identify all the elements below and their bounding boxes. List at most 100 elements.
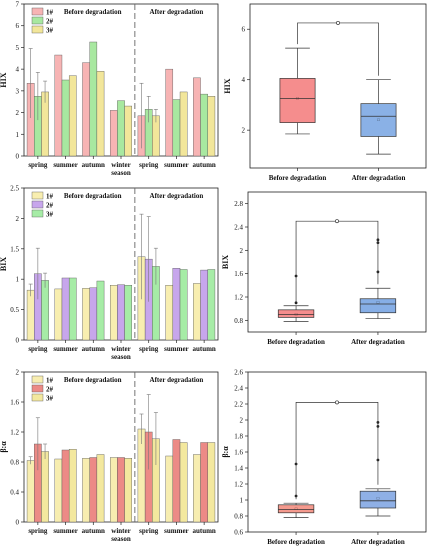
significance-bracket <box>297 22 379 76</box>
significance-marker <box>335 400 339 405</box>
bar <box>54 458 63 523</box>
x-tick-label: After degradation <box>351 538 405 546</box>
bar <box>200 442 208 523</box>
bar <box>96 71 105 157</box>
box-panel-f: 0.6 0.8 1 1.2 1.4 1.6 1.8 2 2.2 2.4 2.6 β:α □ Before … <box>221 369 427 546</box>
y-axis-label: HIX <box>223 78 232 93</box>
bar <box>117 284 125 341</box>
bar <box>41 280 49 341</box>
y-tick-label: 2 <box>16 215 20 223</box>
x-tick-label: autumn <box>82 527 105 535</box>
bar <box>89 41 98 157</box>
bar <box>207 269 216 341</box>
bar <box>54 288 63 341</box>
bar <box>26 460 35 523</box>
x-tick-label: winter <box>111 161 130 169</box>
plot-frame <box>247 371 427 533</box>
x-tick-label: autumn <box>82 345 105 353</box>
legend-swatch <box>31 191 44 200</box>
legend-label: 2# <box>46 202 54 210</box>
bar <box>117 100 125 157</box>
significance-bracket <box>295 402 379 500</box>
bar <box>109 110 118 157</box>
box <box>279 78 316 123</box>
x-tick-label: summer <box>53 161 78 169</box>
y-tick-label: 4 <box>242 76 246 84</box>
legend-swatch <box>31 375 44 384</box>
y-tick-label: 0.4 <box>10 489 19 497</box>
y-axis-label: β:α <box>0 441 8 453</box>
bar <box>61 79 70 157</box>
y-tick-label: 0.6 <box>234 529 243 537</box>
x-tick-label: summer <box>164 345 189 353</box>
bar <box>82 288 90 341</box>
bar <box>41 451 49 523</box>
after-degradation-label: After degradation <box>150 376 204 384</box>
y-tick-label: 5 <box>16 44 20 52</box>
bar <box>124 458 133 523</box>
bar <box>61 449 70 523</box>
bar <box>68 449 77 523</box>
legend-label: 2# <box>46 18 54 26</box>
legend-label: 1# <box>46 193 54 201</box>
bar <box>165 455 174 523</box>
y-tick-label: 1.8 <box>234 433 243 441</box>
y-tick-label: 2.8 <box>234 200 243 208</box>
y-tick-label: 2.4 <box>234 385 243 393</box>
bar <box>172 268 181 341</box>
plot-frame <box>247 191 427 333</box>
bar <box>124 285 133 341</box>
box-panel-d: 0.8 1.2 1.6 2 2.4 2.8 BIX □ Before degradation □ A… <box>221 191 427 346</box>
y-tick-label: 2.6 <box>234 369 243 377</box>
after-degradation-label: After degradation <box>150 192 204 200</box>
y-tick-label: 6 <box>242 26 246 34</box>
significance-marker <box>336 20 340 25</box>
legend-label: 1# <box>46 377 54 385</box>
y-axis-label: β:α <box>221 446 230 458</box>
y-tick-label: 1.2 <box>234 481 243 489</box>
y-axis-label: BIX <box>0 257 8 271</box>
bar <box>54 54 63 157</box>
x-tick-label: After degradation <box>352 174 406 182</box>
y-tick-label: 0 <box>16 337 20 345</box>
x-tick-label: winter <box>111 345 130 353</box>
y-tick-label: 1.2 <box>10 429 19 437</box>
legend-swatch <box>31 16 44 25</box>
x-tick-label: spring <box>28 527 48 535</box>
y-tick-label: 6 <box>16 22 20 30</box>
bar <box>109 285 118 341</box>
y-tick-label: 0.8 <box>234 317 243 325</box>
y-tick-label: 2 <box>240 247 244 255</box>
y-tick-label: 2 <box>16 109 20 117</box>
significance-bracket <box>295 220 379 302</box>
x-tick-label: winter <box>111 527 130 535</box>
box <box>360 103 397 137</box>
legend-label: 3# <box>46 395 54 403</box>
x-tick-label: spring <box>139 161 159 169</box>
before-degradation-label: Before degradation <box>64 192 122 200</box>
y-tick-label: 0.5 <box>10 306 19 314</box>
box <box>359 490 397 509</box>
y-tick-label: 1.5 <box>10 245 19 253</box>
bar <box>193 454 201 523</box>
bar <box>117 457 125 523</box>
legend-swatch <box>31 384 44 393</box>
box <box>277 504 315 514</box>
x-tick-label: spring <box>139 345 159 353</box>
x-tick-label: summer <box>53 527 78 535</box>
mean-marker: □ <box>295 311 298 316</box>
before-degradation-label: Before degradation <box>64 376 122 384</box>
y-tick-label: 1.2 <box>234 294 243 302</box>
y-tick-label: 1.6 <box>234 270 243 278</box>
x-axis-label: season <box>111 353 131 361</box>
bar <box>172 99 181 157</box>
legend-label: 2# <box>46 386 54 394</box>
bar <box>179 91 188 157</box>
legend-swatch <box>31 200 44 209</box>
y-tick-label: 2 <box>242 127 246 135</box>
bar <box>89 287 98 341</box>
legend-swatch <box>31 7 44 16</box>
y-tick-label: 2.5 <box>10 185 19 193</box>
